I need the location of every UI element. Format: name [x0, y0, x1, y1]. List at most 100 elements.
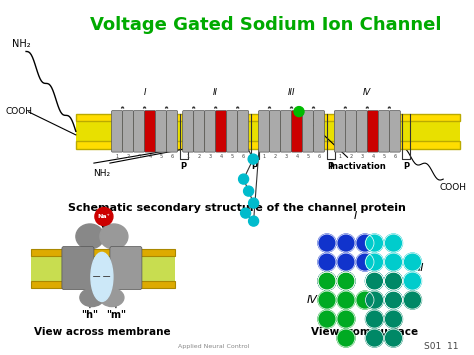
- Circle shape: [384, 272, 402, 290]
- Text: 1: 1: [116, 154, 118, 159]
- FancyBboxPatch shape: [334, 111, 346, 152]
- Circle shape: [318, 234, 336, 252]
- Text: 1: 1: [263, 154, 265, 159]
- FancyBboxPatch shape: [166, 111, 178, 152]
- Circle shape: [248, 154, 258, 164]
- Text: II: II: [213, 88, 218, 97]
- Text: "h": "h": [82, 310, 99, 320]
- Text: 6: 6: [171, 154, 173, 159]
- Circle shape: [384, 291, 402, 309]
- Text: 2: 2: [127, 154, 129, 159]
- FancyBboxPatch shape: [270, 111, 281, 152]
- FancyBboxPatch shape: [389, 111, 401, 152]
- Text: S01  11: S01 11: [424, 342, 458, 351]
- Circle shape: [337, 310, 355, 328]
- Ellipse shape: [100, 289, 124, 307]
- Circle shape: [318, 310, 336, 328]
- Circle shape: [337, 291, 355, 309]
- Text: II: II: [418, 263, 425, 273]
- Ellipse shape: [76, 224, 104, 249]
- FancyBboxPatch shape: [346, 111, 356, 152]
- Text: −: −: [92, 272, 101, 282]
- Text: P: P: [403, 162, 410, 171]
- Circle shape: [337, 272, 355, 290]
- Ellipse shape: [80, 289, 104, 307]
- FancyBboxPatch shape: [378, 111, 389, 152]
- Text: 3: 3: [209, 154, 212, 159]
- Circle shape: [356, 253, 374, 271]
- FancyBboxPatch shape: [62, 246, 94, 290]
- Text: 1: 1: [187, 154, 190, 159]
- FancyBboxPatch shape: [237, 111, 249, 152]
- Text: COOH: COOH: [6, 107, 32, 116]
- Text: P: P: [252, 162, 258, 171]
- Circle shape: [365, 310, 383, 328]
- Circle shape: [365, 272, 383, 290]
- Circle shape: [365, 329, 383, 347]
- Text: NH₂: NH₂: [12, 39, 31, 49]
- Bar: [76, 114, 460, 121]
- Text: 3: 3: [360, 154, 364, 159]
- FancyBboxPatch shape: [281, 111, 292, 152]
- FancyBboxPatch shape: [356, 111, 367, 152]
- Text: "m": "m": [106, 310, 126, 320]
- Text: NH₂: NH₂: [93, 169, 110, 178]
- Text: COOH: COOH: [440, 182, 467, 192]
- Text: −: −: [102, 272, 111, 282]
- Circle shape: [384, 291, 402, 309]
- Bar: [76, 121, 460, 141]
- Text: P: P: [181, 162, 187, 171]
- FancyBboxPatch shape: [313, 111, 325, 152]
- Text: 2: 2: [198, 154, 201, 159]
- Circle shape: [95, 208, 113, 225]
- Circle shape: [403, 291, 421, 309]
- Circle shape: [403, 253, 421, 271]
- Circle shape: [294, 106, 304, 116]
- Circle shape: [318, 253, 336, 271]
- Circle shape: [337, 272, 355, 290]
- Text: View across membrane: View across membrane: [34, 327, 170, 337]
- Circle shape: [403, 272, 421, 290]
- FancyBboxPatch shape: [227, 111, 237, 152]
- Text: 2: 2: [273, 154, 276, 159]
- FancyBboxPatch shape: [367, 111, 378, 152]
- Circle shape: [356, 234, 374, 252]
- Text: 6: 6: [242, 154, 245, 159]
- FancyBboxPatch shape: [182, 111, 194, 152]
- Text: 5: 5: [160, 154, 163, 159]
- Text: Inactivation: Inactivation: [305, 118, 386, 171]
- Text: 5: 5: [383, 154, 385, 159]
- Text: 4: 4: [219, 154, 223, 159]
- Circle shape: [337, 329, 355, 347]
- Text: 5: 5: [307, 154, 310, 159]
- Text: 1: 1: [338, 154, 341, 159]
- Text: IV: IV: [363, 88, 372, 97]
- Bar: [76, 141, 460, 149]
- Circle shape: [384, 329, 402, 347]
- Circle shape: [365, 253, 383, 271]
- Text: 4: 4: [371, 154, 374, 159]
- Circle shape: [365, 272, 383, 290]
- Circle shape: [238, 174, 248, 184]
- Circle shape: [318, 272, 336, 290]
- Circle shape: [248, 198, 259, 208]
- Text: 6: 6: [393, 154, 396, 159]
- Bar: [31, 256, 175, 280]
- Text: 3: 3: [137, 154, 141, 159]
- Ellipse shape: [91, 252, 113, 301]
- FancyBboxPatch shape: [194, 111, 205, 152]
- Text: View from surface: View from surface: [311, 327, 419, 337]
- Circle shape: [244, 186, 254, 196]
- Text: Schematic secondary structure of the channel protein: Schematic secondary structure of the cha…: [68, 203, 406, 213]
- FancyBboxPatch shape: [216, 111, 227, 152]
- FancyBboxPatch shape: [123, 111, 134, 152]
- Text: Na⁺: Na⁺: [98, 214, 110, 219]
- FancyBboxPatch shape: [110, 246, 142, 290]
- Circle shape: [356, 291, 374, 309]
- FancyBboxPatch shape: [111, 111, 123, 152]
- FancyBboxPatch shape: [292, 111, 302, 152]
- Text: 6: 6: [318, 154, 320, 159]
- Text: 3: 3: [284, 154, 288, 159]
- Text: 4: 4: [148, 154, 152, 159]
- Text: Voltage Gated Sodium Ion Channel: Voltage Gated Sodium Ion Channel: [90, 16, 441, 34]
